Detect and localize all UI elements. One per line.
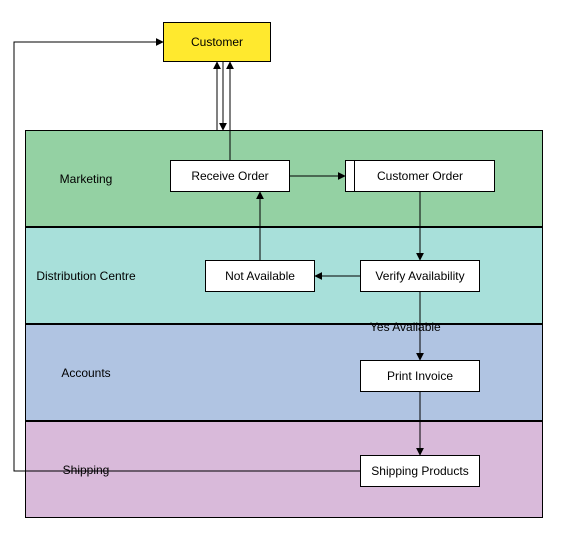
lane-label: Marketing: [26, 131, 146, 226]
subprocess-bar-icon: [354, 161, 355, 191]
node-label: Customer: [191, 35, 243, 49]
node-label: Shipping Products: [371, 464, 468, 478]
node-customer: Customer: [163, 22, 271, 62]
node-label: Print Invoice: [387, 369, 453, 383]
node-verify-availability: Verify Availability: [360, 260, 480, 292]
node-label: Customer Order: [377, 169, 463, 183]
node-print-invoice: Print Invoice: [360, 360, 480, 392]
node-label: Not Available: [225, 269, 295, 283]
lane-label: Distribution Centre: [26, 228, 146, 323]
lane-label: Accounts: [26, 325, 146, 420]
flowchart-canvas: MarketingDistribution CentreAccountsShip…: [0, 0, 565, 535]
lane-label: Shipping: [26, 422, 146, 517]
node-shipping-products: Shipping Products: [360, 455, 480, 487]
node-label: Verify Availability: [375, 269, 464, 283]
node-receive-order: Receive Order: [170, 160, 290, 192]
node-label: Receive Order: [191, 169, 268, 183]
edge-label-e8: Yes Available: [370, 320, 441, 334]
node-not-available: Not Available: [205, 260, 315, 292]
node-customer-order: Customer Order: [345, 160, 495, 192]
